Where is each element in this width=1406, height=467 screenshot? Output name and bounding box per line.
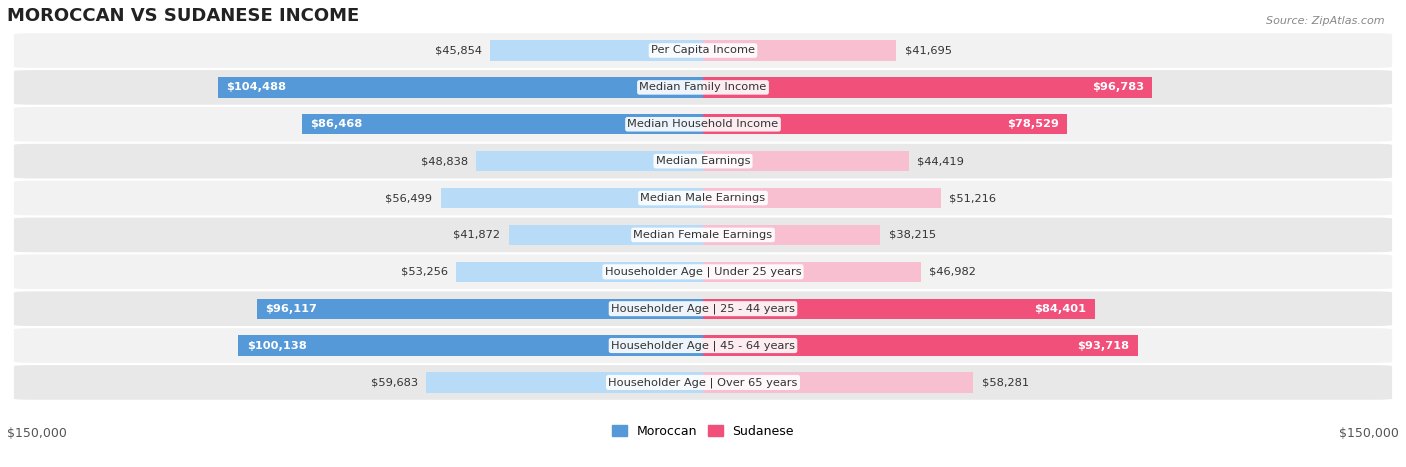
FancyBboxPatch shape [14,291,1392,326]
Text: Householder Age | Under 25 years: Householder Age | Under 25 years [605,267,801,277]
Bar [703,335,1137,356]
Bar [703,40,897,61]
Text: $100,138: $100,138 [246,340,307,351]
Bar [477,151,703,171]
Text: $104,488: $104,488 [226,82,287,92]
Text: Source: ZipAtlas.com: Source: ZipAtlas.com [1267,16,1385,26]
Bar [703,77,1152,98]
Text: Median Household Income: Median Household Income [627,119,779,129]
Text: $51,216: $51,216 [949,193,995,203]
Bar [703,298,1095,319]
Bar [218,77,703,98]
Bar [703,372,973,393]
Text: $93,718: $93,718 [1077,340,1129,351]
Bar [509,225,703,245]
Text: Householder Age | 45 - 64 years: Householder Age | 45 - 64 years [612,340,794,351]
Text: $41,695: $41,695 [905,45,952,56]
Text: $84,401: $84,401 [1035,304,1087,314]
Legend: Moroccan, Sudanese: Moroccan, Sudanese [607,419,799,443]
Text: Per Capita Income: Per Capita Income [651,45,755,56]
Text: $44,419: $44,419 [918,156,965,166]
Bar [456,262,703,282]
Bar [257,298,703,319]
Text: $86,468: $86,468 [311,119,363,129]
Bar [703,262,921,282]
FancyBboxPatch shape [14,33,1392,68]
Bar [703,225,880,245]
Text: $78,529: $78,529 [1007,119,1059,129]
Text: $56,499: $56,499 [385,193,433,203]
Text: $59,683: $59,683 [371,377,418,388]
Text: MOROCCAN VS SUDANESE INCOME: MOROCCAN VS SUDANESE INCOME [7,7,359,25]
Text: Median Male Earnings: Median Male Earnings [641,193,765,203]
Text: $45,854: $45,854 [434,45,482,56]
Bar [703,151,910,171]
Text: $150,000: $150,000 [7,427,67,440]
Text: Householder Age | 25 - 44 years: Householder Age | 25 - 44 years [612,304,794,314]
Text: $150,000: $150,000 [1339,427,1399,440]
Text: $48,838: $48,838 [420,156,468,166]
FancyBboxPatch shape [14,70,1392,105]
FancyBboxPatch shape [14,218,1392,252]
Text: $41,872: $41,872 [453,230,501,240]
Bar [239,335,703,356]
FancyBboxPatch shape [14,255,1392,289]
FancyBboxPatch shape [14,328,1392,363]
Bar [441,188,703,208]
Bar [491,40,703,61]
Bar [426,372,703,393]
Text: $38,215: $38,215 [889,230,936,240]
Text: $96,117: $96,117 [266,304,318,314]
Bar [302,114,703,134]
Text: $46,982: $46,982 [929,267,976,277]
Text: $96,783: $96,783 [1091,82,1143,92]
Text: $58,281: $58,281 [981,377,1029,388]
Text: Householder Age | Over 65 years: Householder Age | Over 65 years [609,377,797,388]
Bar [703,188,941,208]
Text: Median Family Income: Median Family Income [640,82,766,92]
FancyBboxPatch shape [14,144,1392,178]
Text: Median Female Earnings: Median Female Earnings [634,230,772,240]
FancyBboxPatch shape [14,181,1392,215]
FancyBboxPatch shape [14,365,1392,400]
Text: Median Earnings: Median Earnings [655,156,751,166]
FancyBboxPatch shape [14,107,1392,142]
Text: $53,256: $53,256 [401,267,447,277]
Bar [703,114,1067,134]
